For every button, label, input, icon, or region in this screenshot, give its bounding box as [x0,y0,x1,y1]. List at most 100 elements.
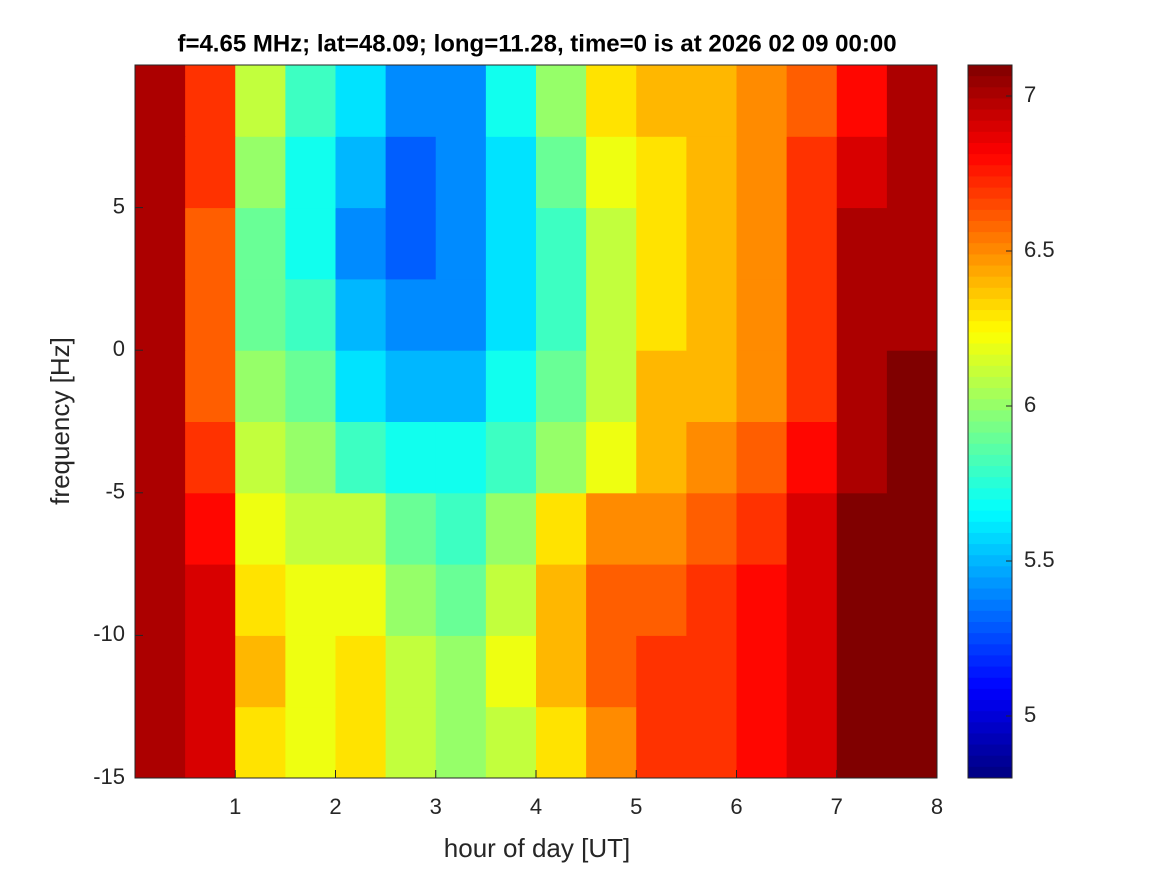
colorbar-step [968,443,1012,456]
heatmap-cell [736,350,788,422]
heatmap-cell [886,278,938,351]
colorbar-step [968,65,1012,77]
heatmap-cell [235,706,286,779]
heatmap-cell [886,65,938,137]
colorbar-tick-label: 6.5 [1024,237,1055,262]
colorbar-step [968,399,1012,411]
heatmap-cell [235,350,286,422]
heatmap-cell [586,421,637,494]
colorbar-step [968,276,1012,289]
heatmap-cell [836,65,888,137]
heatmap-cell [736,421,788,494]
heatmap-cell [385,136,437,209]
x-tick-label: 3 [430,794,442,819]
heatmap-cell [836,492,888,565]
heatmap-cell [235,492,286,565]
colorbar-step [968,722,1012,734]
colorbar-step [968,176,1012,189]
colorbar-step [968,98,1012,111]
heatmap-cell [536,706,587,779]
heatmap-cell [836,635,888,708]
colorbar-step [968,198,1012,211]
colorbar [968,65,1012,779]
heatmap-cell [786,564,838,636]
heatmap-cell [235,65,286,137]
heatmap-cell [235,635,286,708]
heatmap-cell [736,706,788,779]
heatmap-cell [485,564,537,636]
colorbar-step [968,555,1012,567]
colorbar-step [968,766,1012,779]
colorbar-step [968,332,1012,345]
heatmap-cell [335,207,387,280]
colorbar-step [968,577,1012,590]
heatmap-cell [435,706,487,779]
heatmap-cell [686,564,737,636]
heatmap-cell [335,564,387,636]
colorbar-step [968,298,1012,311]
heatmap-cell [786,350,838,422]
heatmap-cell [285,136,336,209]
heatmap-cell [185,350,236,422]
heatmap-cell [636,564,687,636]
colorbar-step [968,154,1012,166]
heatmap-cell [586,278,637,351]
x-tick-label: 4 [530,794,542,819]
colorbar-step [968,109,1012,122]
heatmap-cell [235,136,286,209]
heatmap-cell [135,350,186,422]
heatmap-cell [135,492,186,565]
colorbar-step [968,142,1012,155]
heatmap-cell [135,136,186,209]
colorbar-step [968,287,1012,300]
heatmap-cell [135,421,186,494]
colorbar-step [968,588,1012,601]
colorbar-step [968,655,1012,668]
heatmap-cell [435,350,487,422]
heatmap-cell [235,278,286,351]
heatmap-cell [385,635,437,708]
heatmap-cell [536,564,587,636]
colorbar-step [968,76,1012,88]
heatmap-cell [786,65,838,137]
y-tick-label: -5 [105,479,125,504]
heatmap-cell [836,564,888,636]
colorbar-step [968,165,1012,177]
colorbar-tick-label: 5.5 [1024,547,1055,572]
heatmap-cell [185,65,236,137]
heatmap-cell [786,492,838,565]
x-tick-label: 6 [730,794,742,819]
heatmap-cell [636,421,687,494]
heatmap-cell [435,136,487,209]
colorbar-step [968,432,1012,445]
heatmap-cell [736,492,788,565]
heatmap-cell [485,278,537,351]
heatmap-cell [886,635,938,708]
y-tick-label: -15 [93,764,125,789]
heatmap-cell [335,278,387,351]
y-axis-label: frequency [Hz] [45,337,75,505]
heatmap-cell [636,635,687,708]
heatmap-cell [285,278,336,351]
colorbar-step [968,488,1012,500]
heatmap-cell [836,350,888,422]
heatmap-cell [485,706,537,779]
heatmap-cell [285,207,336,280]
colorbar-step [968,354,1012,367]
heatmap-cell [636,278,687,351]
colorbar-step [968,744,1012,757]
colorbar-step [968,677,1012,690]
heatmap-cell [285,350,336,422]
heatmap-cell [686,706,737,779]
heatmap-cell [135,706,186,779]
heatmap-cell [686,492,737,565]
x-tick-label: 7 [831,794,843,819]
colorbar-step [968,454,1012,467]
heatmap-cell [586,65,637,137]
heatmap-cell [736,564,788,636]
heatmap-cell [435,207,487,280]
heatmap-cell [636,350,687,422]
colorbar-step [968,633,1012,645]
heatmap-cell [686,207,737,280]
